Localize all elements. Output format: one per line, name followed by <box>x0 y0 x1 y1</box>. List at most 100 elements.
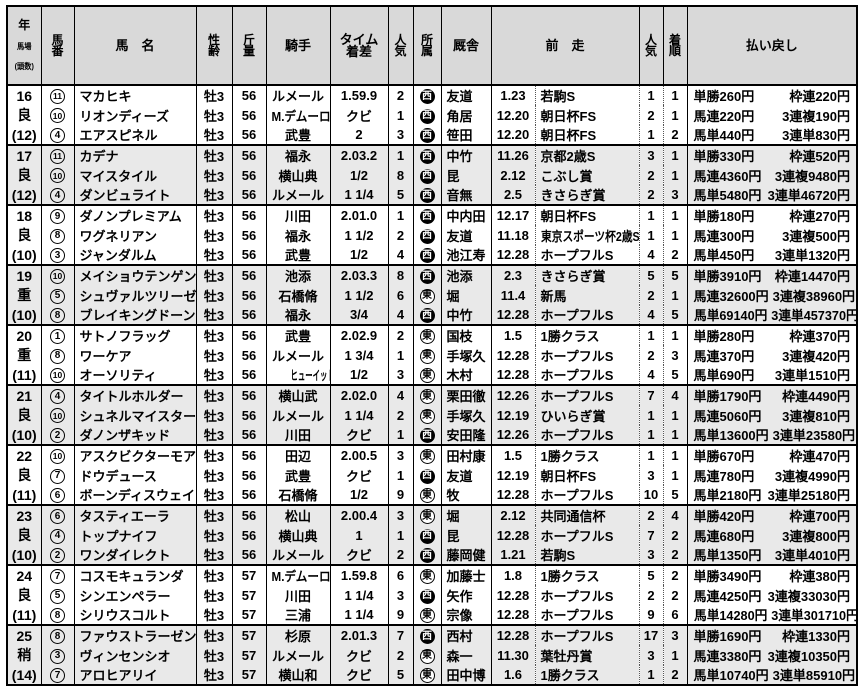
prev-date-cell: 12.28 <box>490 485 535 505</box>
horse-name-cell-text: コスモキュランダ <box>79 569 184 584</box>
year-track-cell-text: (11) <box>12 606 37 623</box>
popularity-cell: 2 <box>387 225 413 245</box>
affiliation-badge: 東 <box>419 608 435 624</box>
popularity-cell-text: 3 <box>396 587 405 603</box>
horse-number-circle: 8 <box>50 308 65 324</box>
weight-cell-text: 56 <box>241 107 257 123</box>
sex-age-cell: 牡3 <box>195 425 232 445</box>
prev-popularity-cell: 3 <box>638 645 664 665</box>
prev-race-cell-text: 1勝クラス <box>540 449 600 464</box>
horse-name-cell: シュヴァルツリーゼ <box>73 285 197 305</box>
prev-race-cell-text: ホープフルS <box>540 348 614 364</box>
sex-age-cell: 牡3 <box>195 485 232 505</box>
popularity-cell: 4 <box>387 384 413 405</box>
horse-name-cell: ドウデュース <box>73 465 196 485</box>
popularity-cell: 3 <box>387 504 413 525</box>
sex-age-cell: 牡3 <box>195 144 232 165</box>
header-popularity: 人 気 <box>387 6 413 86</box>
payout-left: 馬単2180円 <box>693 488 762 503</box>
time-margin-cell: 1.59.8 <box>329 564 388 585</box>
prev-race-cell: ホープフルS <box>534 624 640 645</box>
horse-number-circle: 7 <box>50 668 65 684</box>
payout-right: 3連複38960円 <box>772 288 856 304</box>
year-track-cell: 良 <box>7 405 41 425</box>
prev-date-cell-text: 1.6 <box>503 667 523 682</box>
horse-name-cell-text: シュヴァルツリーゼ <box>79 288 197 304</box>
payout-line: 単勝420円 枠連700円 <box>694 507 851 525</box>
weight-cell: 57 <box>231 564 266 585</box>
prev-date-cell: 11.26 <box>490 144 535 165</box>
result-row: 良 5 シンエンペラー 牡3 57 川田 1 1/4 3 西矢作 12.28 ホープフルS 2 2 馬連4… <box>7 585 858 605</box>
payout-right: 3連単830円 <box>782 128 851 143</box>
prev-popularity-cell-text: 3 <box>647 148 655 163</box>
jockey-cell-text: 田辺 <box>284 449 311 464</box>
popularity-cell: 2 <box>387 405 413 425</box>
prev-race-cell-text: 1勝クラス <box>540 329 600 344</box>
horse-number-circle: 10 <box>50 408 65 424</box>
stable-cell-text: 音無 <box>446 188 473 203</box>
prev-popularity-cell-text: 1 <box>647 88 655 103</box>
payout-line: 馬連3380円 3連複10350円 <box>694 646 851 665</box>
weight-cell: 56 <box>231 85 266 105</box>
affiliation-badge: 西 <box>419 269 435 285</box>
horse-number-circle: 3 <box>50 248 65 264</box>
prev-date-cell-text: 1.21 <box>500 547 526 562</box>
time-margin-cell: クビ <box>329 465 388 485</box>
prev-race-cell: 朝日杯FS <box>534 125 640 145</box>
payout-right: 3連複33030円 <box>767 588 851 604</box>
jockey-cell-text: 石橋脩 <box>278 488 318 503</box>
payout-line: 単勝1690円 枠連1330円 <box>694 627 851 645</box>
prev-race-cell: 1勝クラス <box>534 324 640 345</box>
payout-cell: 馬単1350円 3連単4010円 <box>686 545 858 565</box>
prev-popularity-cell: 1 <box>638 425 664 445</box>
payout-cell: 単勝670円 枠連470円 <box>686 444 858 465</box>
year-track-cell: 良 <box>7 465 41 485</box>
prev-popularity-cell: 5 <box>638 264 664 285</box>
weight-cell: 56 <box>231 444 266 465</box>
prev-popularity-cell-text: 1 <box>647 427 655 442</box>
jockey-cell-text: ルメール <box>271 548 324 563</box>
weight-cell: 57 <box>231 585 266 605</box>
horse-name-cell: マイスタイル <box>73 165 196 185</box>
time-margin-cell: 1 1/4 <box>329 585 388 605</box>
prev-popularity-cell-text: 1 <box>647 127 655 142</box>
prev-finish-cell-text: 1 <box>671 427 679 442</box>
stable-cell-text: 友道 <box>446 228 473 244</box>
horse-name-cell-text: ワグネリアン <box>79 228 157 244</box>
prev-popularity-cell: 7 <box>638 384 664 405</box>
stable-cell: 昆 <box>440 525 491 545</box>
affiliation-cell: 東 <box>412 345 441 365</box>
jockey-cell: 武豊 <box>265 125 330 145</box>
result-row: 稍 3 ヴィンセンシオ 牡3 57 ルメール クビ 2 東森一 11.30 葉牡丹賞 3 1 馬連3380… <box>7 645 858 665</box>
result-row: (12) 4 エアスピネル 牡3 56 武豊 2 3 西笹田 12.20 朝日杯FS 1 2 馬単440円… <box>7 125 858 145</box>
horse-name-cell-text: エアスピネル <box>79 128 158 143</box>
prev-date-cell: 12.19 <box>490 405 535 425</box>
prev-date-cell-text: 12.28 <box>496 307 530 322</box>
time-margin-cell: 2.03.3 <box>329 264 388 285</box>
affiliation-badge: 西 <box>419 428 435 444</box>
weight-cell: 56 <box>231 365 266 385</box>
weight-cell-text: 56 <box>241 307 257 322</box>
header-stable: 厩舎 <box>440 6 491 86</box>
sex-age-cell: 牡3 <box>195 405 232 425</box>
prev-finish-cell-text: 1 <box>671 328 679 343</box>
time-margin-cell-text: 1/2 <box>349 487 369 502</box>
payout-left: 単勝3910円 <box>693 269 762 284</box>
jockey-cell: 三浦 <box>265 605 330 625</box>
horse-name-cell: ジャンダルム <box>73 245 196 265</box>
jockey-cell: 横山和 <box>265 665 330 685</box>
jockey-cell-text: ヒューイットソン <box>290 368 330 383</box>
time-margin-cell: 1 1/4 <box>329 605 388 625</box>
horse-number-circle: 7 <box>50 468 65 484</box>
payout-right: 3連複500円 <box>782 228 851 244</box>
payout-line: 単勝280円 枠連370円 <box>694 327 851 345</box>
jockey-cell: 川田 <box>265 425 330 445</box>
payout-cell: 馬連220円 3連複190円 <box>686 105 858 125</box>
horse-number-cell: 8 <box>40 305 74 325</box>
weight-cell-text: 57 <box>241 647 257 663</box>
time-margin-cell: クビ <box>329 645 388 665</box>
horse-number-circle: 5 <box>50 588 65 604</box>
popularity-cell-text: 1 <box>396 527 405 543</box>
weight-cell-text: 56 <box>241 427 257 442</box>
weight-cell: 56 <box>231 285 266 305</box>
